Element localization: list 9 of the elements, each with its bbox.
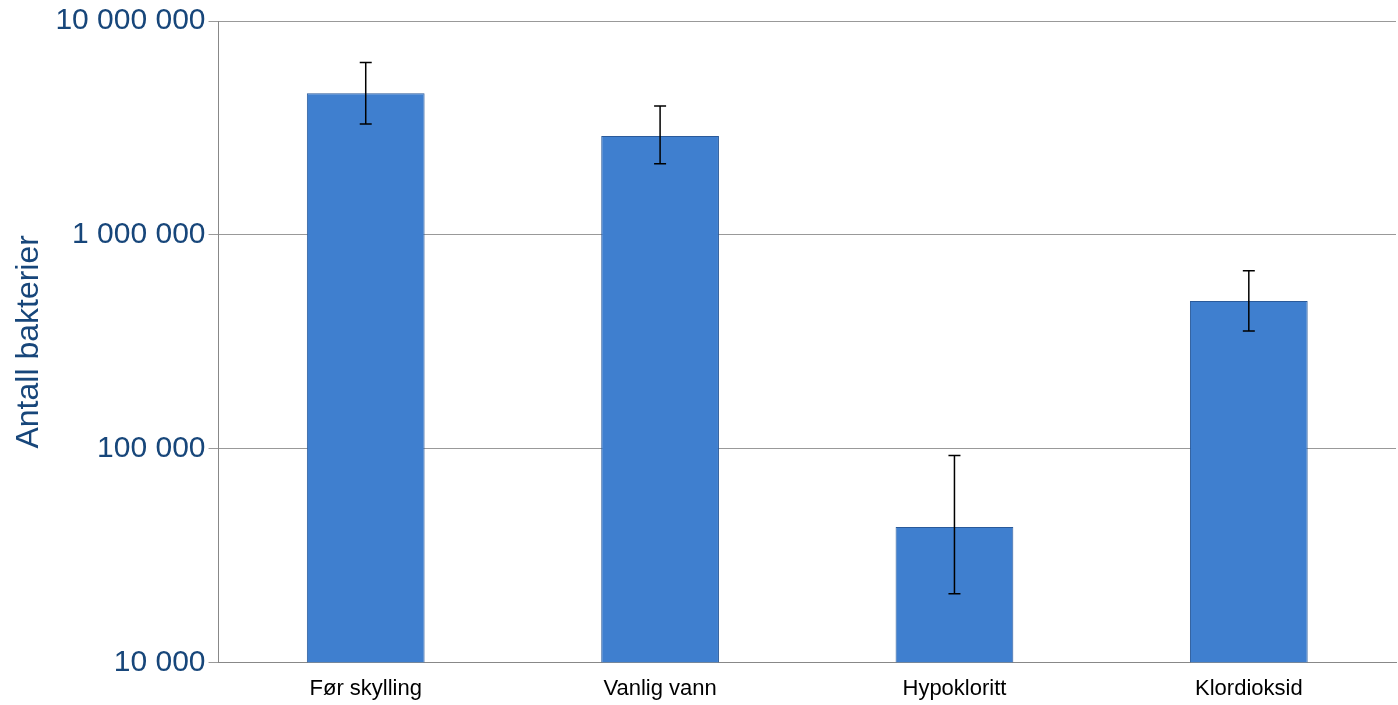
- y-tick-label: 1 000 000: [72, 216, 206, 250]
- y-axis-title: Antall bakterier: [9, 234, 46, 449]
- x-tick-label: Vanlig vann: [603, 674, 717, 700]
- y-tick-label: 10 000 000: [55, 2, 206, 36]
- x-tick-label: Før skylling: [309, 674, 422, 700]
- y-tick-label: 10 000: [113, 643, 206, 677]
- x-tick-label: Hypokloritt: [902, 674, 1007, 700]
- x-tick-label: Klordioksid: [1195, 674, 1303, 700]
- y-tick-label: 100 000: [97, 430, 206, 463]
